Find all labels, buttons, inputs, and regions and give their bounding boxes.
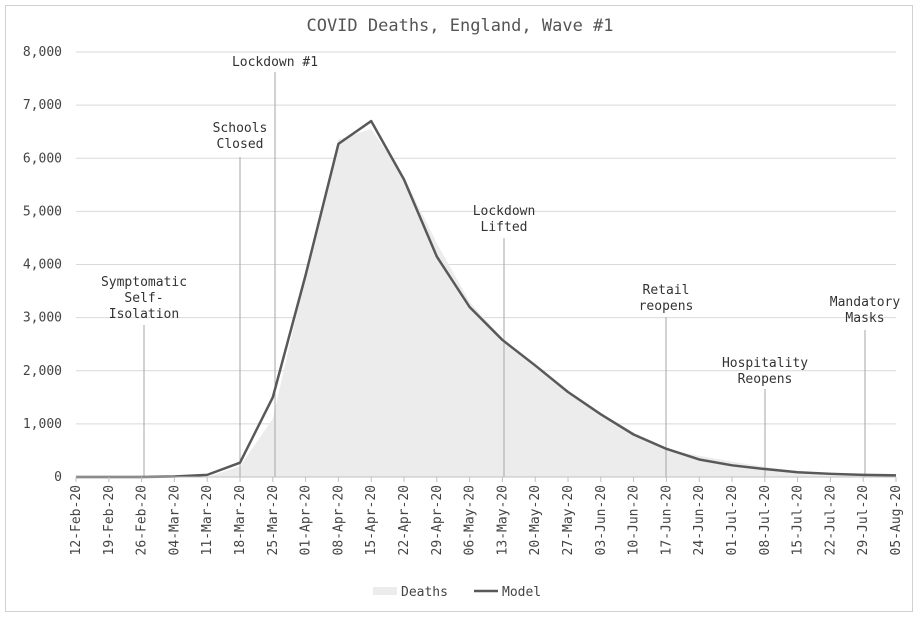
y-tick-label: 8,000 xyxy=(23,45,62,60)
x-tick-label: 26-Feb-20 xyxy=(135,485,150,555)
x-tick-label: 01-Apr-20 xyxy=(299,485,314,555)
x-tick-label: 29-Apr-20 xyxy=(430,485,445,555)
y-tick-label: 3,000 xyxy=(23,311,62,326)
x-tick-label: 22-Apr-20 xyxy=(397,485,412,555)
annotation-label: Lockdown #1 xyxy=(232,55,318,70)
annotation-label: Mandatory xyxy=(830,295,901,310)
x-tick-label: 01-Jul-20 xyxy=(725,485,740,555)
model-line-layer xyxy=(76,119,897,479)
x-tick-label: 12-Feb-20 xyxy=(69,485,84,555)
x-tick-label: 17-Jun-20 xyxy=(659,485,674,555)
annotation-label: Closed xyxy=(217,137,264,152)
x-tick-label: 15-Apr-20 xyxy=(364,485,379,555)
x-tick-label: 08-Jul-20 xyxy=(758,485,773,555)
x-tick-label: 27-May-20 xyxy=(561,485,576,555)
x-tick-label: 05-Aug-20 xyxy=(889,485,904,555)
x-tick-label: 04-Mar-20 xyxy=(167,485,182,555)
x-tick-label: 15-Jul-20 xyxy=(791,485,806,555)
gridlines xyxy=(76,51,896,425)
annotation-label: Reopens xyxy=(738,372,793,387)
y-tick-label: 5,000 xyxy=(23,204,62,219)
model-line xyxy=(76,119,897,479)
x-tick-label: 11-Mar-20 xyxy=(200,485,215,555)
annotation-label: reopens xyxy=(639,299,694,314)
x-tick-label: 29-Jul-20 xyxy=(856,485,871,555)
annotation-label: Lockdown xyxy=(473,204,536,219)
y-tick-label: 7,000 xyxy=(23,98,62,113)
x-tick-label: 13-May-20 xyxy=(495,485,510,555)
x-tick-label: 25-Mar-20 xyxy=(266,485,281,555)
x-tick-label: 20-May-20 xyxy=(528,485,543,555)
x-tick-label: 03-Jun-20 xyxy=(594,485,609,555)
legend-label-model: Model xyxy=(502,585,541,600)
annotation-label: Masks xyxy=(845,311,884,326)
x-tick-label: 06-May-20 xyxy=(463,485,478,555)
chart-title: COVID Deaths, England, Wave #1 xyxy=(306,16,613,36)
x-axis-ticks: 12-Feb-20 19-Feb-20 26-Feb-20 04-Mar-20 11-M… xyxy=(69,477,904,555)
x-tick-label: 24-Jun-20 xyxy=(692,485,707,555)
y-tick-label: 1,000 xyxy=(23,417,62,432)
annotation-label: Lifted xyxy=(481,220,528,235)
annotation-label: Schools xyxy=(213,121,268,136)
deaths-area-layer xyxy=(76,129,896,477)
annotation-label: Hospitality xyxy=(722,356,808,371)
deaths-area xyxy=(76,129,896,477)
x-tick-label: 08-Apr-20 xyxy=(331,485,346,555)
annotation-label: Retail xyxy=(643,283,690,298)
x-tick-label: 10-Jun-20 xyxy=(627,485,642,555)
legend-swatch-deaths xyxy=(373,587,397,595)
annotation-label: Symptomatic xyxy=(101,275,187,290)
y-axis-ticks: 0 1,000 2,000 3,000 4,000 5,000 6,000 7,000 8,00… xyxy=(23,45,62,485)
y-tick-label: 6,000 xyxy=(23,151,62,166)
annotation-label: Self- xyxy=(124,291,163,306)
y-tick-label: 4,000 xyxy=(23,258,62,273)
x-tick-label: 18-Mar-20 xyxy=(233,485,248,555)
annotation-lines xyxy=(143,72,866,477)
annotation-label: Isolation xyxy=(109,307,179,322)
x-tick-label: 22-Jul-20 xyxy=(823,485,838,555)
legend: Deaths Model xyxy=(373,585,541,600)
y-tick-label: 0 xyxy=(54,470,62,485)
x-tick-label: 19-Feb-20 xyxy=(102,485,117,555)
y-tick-label: 2,000 xyxy=(23,364,62,379)
legend-label-deaths: Deaths xyxy=(401,585,448,600)
